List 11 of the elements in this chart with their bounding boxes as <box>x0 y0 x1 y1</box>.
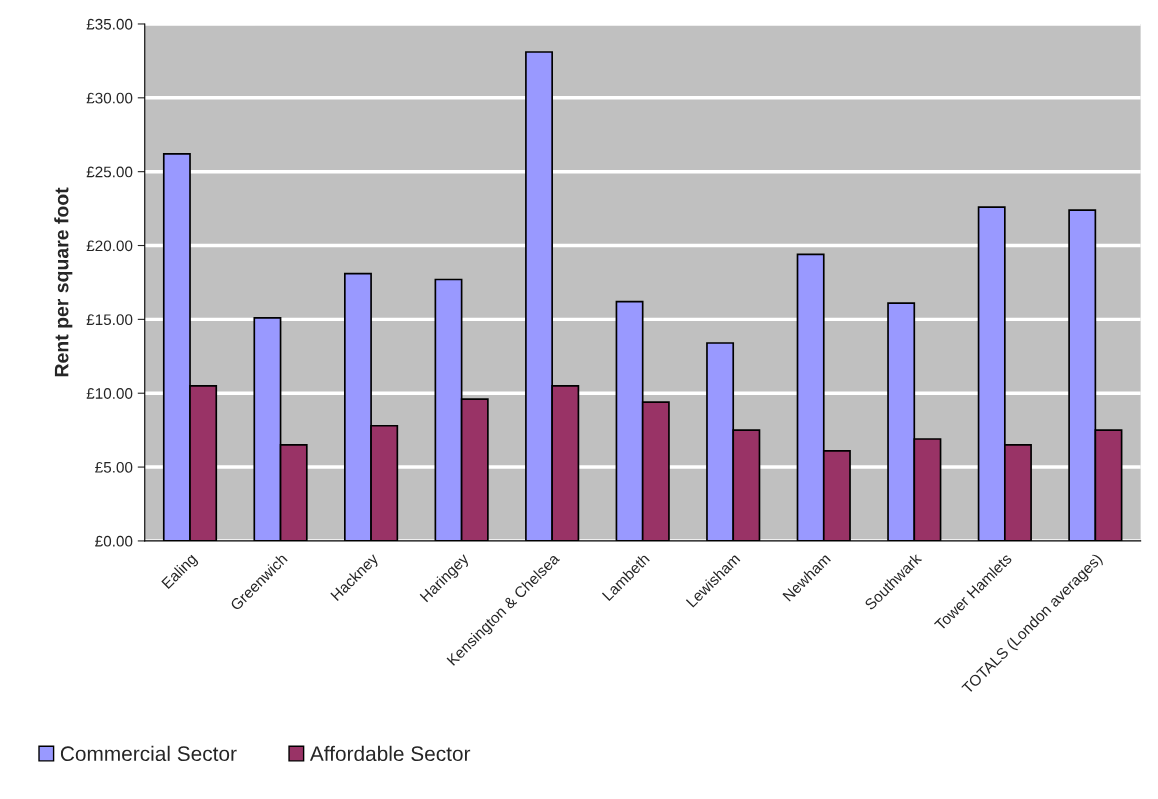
y-tick-label: £15.00 <box>86 314 133 326</box>
y-axis-title: Rent per square foot <box>54 187 73 377</box>
y-tick-label: £30.00 <box>86 92 133 104</box>
y-tick-label: £0.00 <box>95 535 133 547</box>
legend-label: Affordable Sector <box>309 745 471 762</box>
y-tick-label: £10.00 <box>86 388 133 399</box>
legend-label: Commercial Sector <box>60 745 237 762</box>
y-tick-label: £20.00 <box>86 240 133 252</box>
y-tick-label: £25.00 <box>86 166 133 178</box>
y-tick-label: £35.00 <box>86 18 133 30</box>
y-tick-label: £5.00 <box>95 461 133 473</box>
